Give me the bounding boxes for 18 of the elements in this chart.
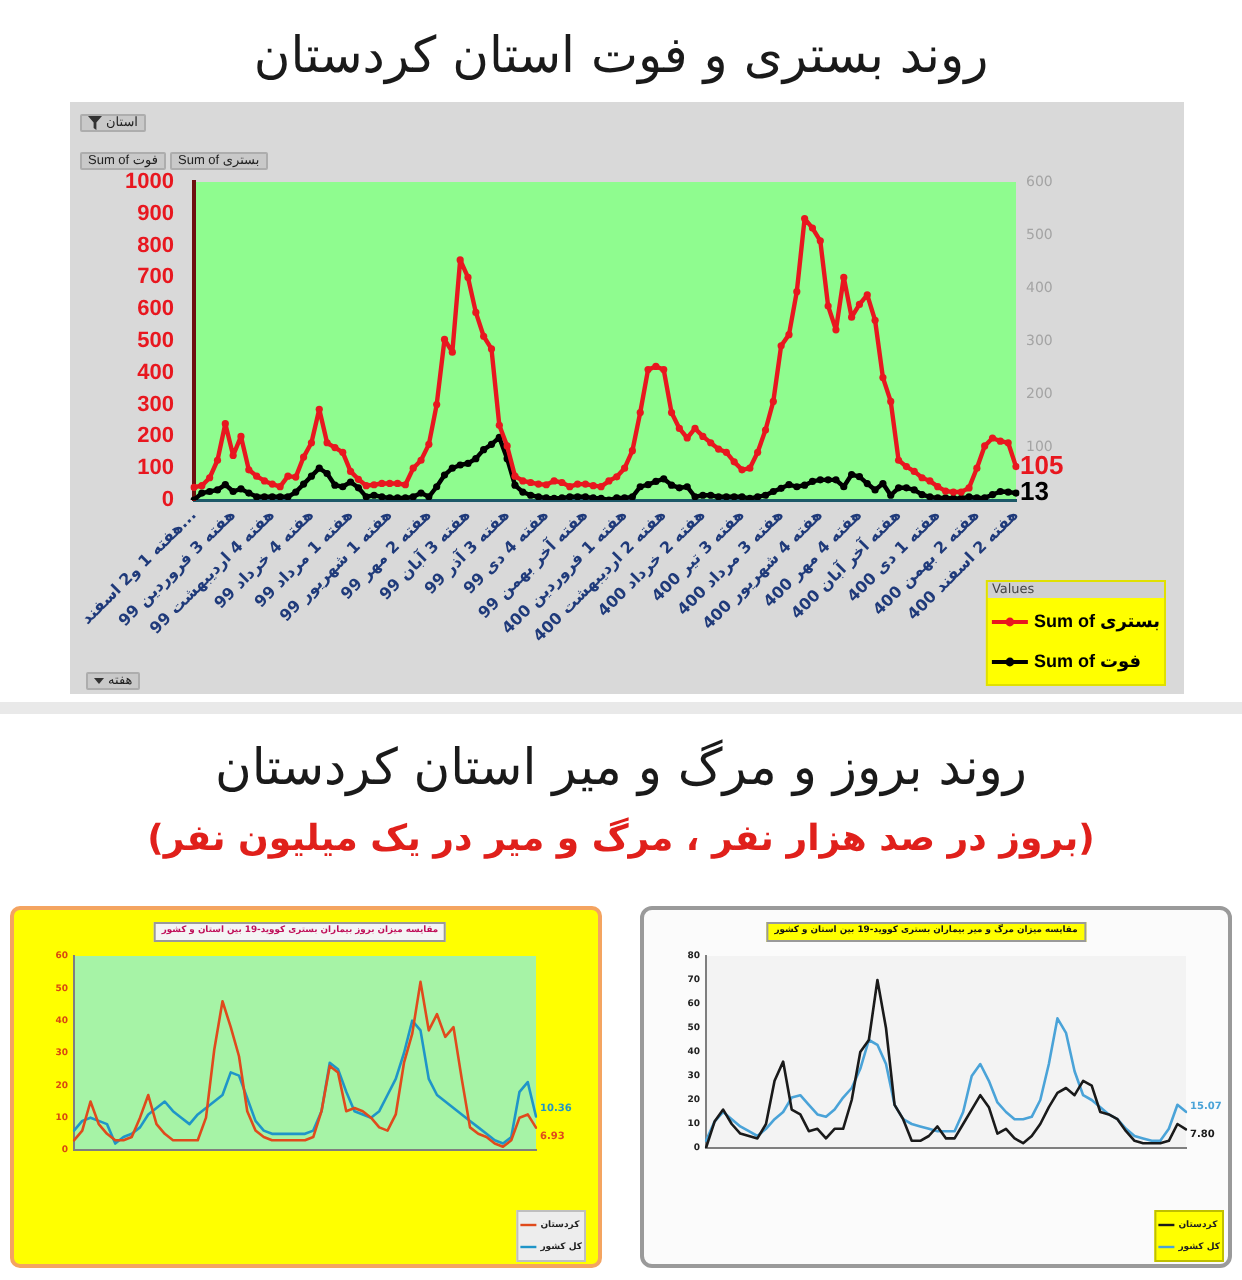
data-label: 105: [1020, 449, 1064, 480]
text: (بروز در صد هزار نفر ، مرگ و میر در یک میلیون نفر): [145, 815, 1097, 864]
y-tick-label: 900: [137, 201, 174, 226]
y-tick-label: 200: [137, 424, 174, 449]
y-tick-label: 300: [137, 392, 174, 417]
y-tick-label: 400: [137, 360, 174, 385]
y-tick-label: 500: [137, 329, 174, 354]
y-tick-label: 100: [137, 456, 174, 481]
legend-label: Sum of بستری: [1033, 610, 1161, 633]
y-tick-label: 600: [137, 297, 174, 322]
chart-title: روند بستری و فوت استان کردستان: [251, 24, 991, 89]
y-tick-label: 700: [137, 265, 174, 290]
y-tick-label: 800: [137, 233, 174, 258]
data-label: 13: [1020, 476, 1049, 507]
y-tick-label: 0: [161, 488, 174, 513]
y-tick-label: 1000: [125, 170, 174, 195]
text: روند بروز و مرگ و میر استان کردستان: [213, 736, 1029, 801]
legend-label: Sum of فوت: [1033, 650, 1142, 673]
